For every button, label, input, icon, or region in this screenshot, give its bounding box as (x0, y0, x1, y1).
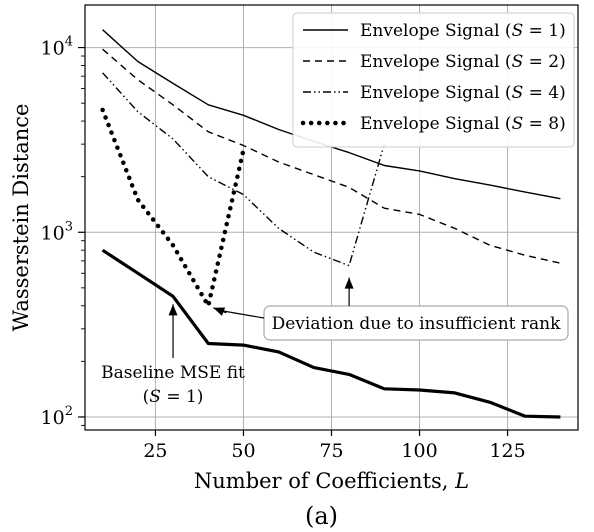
y-tick-label: 104 (41, 35, 73, 60)
y-axis-label: Wasserstein Distance (9, 104, 33, 332)
series-line-2 (102, 48, 561, 264)
legend-label-3: Envelope Signal (S = 4) (360, 83, 566, 103)
legend-label-1: Envelope Signal (S = 1) (360, 21, 566, 41)
x-tick-label: 100 (401, 440, 437, 462)
legend: Envelope Signal (S = 1) Envelope Signal (… (292, 12, 575, 148)
x-axis-label: Number of Coefficients, L (194, 469, 469, 493)
x-tick-label: 25 (143, 440, 167, 462)
annotation-deviation-text: Deviation due to insufficient rank (272, 314, 561, 334)
deviation-arrow-up-head (344, 277, 354, 289)
baseline-arrow-head (168, 304, 178, 316)
x-tick-label: 50 (231, 440, 255, 462)
series-line-3 (102, 72, 385, 267)
axis-ticks: 25 50 75 100 125 102 103 104 (41, 35, 526, 462)
legend-label-4: Envelope Signal (S = 8) (360, 114, 566, 134)
series-line-4 (100, 107, 246, 309)
y-tick-label: 103 (41, 219, 73, 244)
figure-caption: (a) (305, 502, 338, 530)
x-tick-label: 75 (319, 440, 343, 462)
legend-box (292, 12, 575, 148)
y-tick-label: 102 (41, 404, 73, 429)
baseline-label-line1: Baseline MSE fit (101, 363, 245, 383)
annotation-box (263, 305, 569, 341)
series-line-5 (101, 248, 561, 419)
x-tick-label: 125 (489, 440, 525, 462)
deviation-arrow-left-head (213, 307, 226, 316)
baseline-label-line2: (S = 1) (143, 387, 204, 407)
annotations: Deviation due to insufficient rank Basel… (101, 277, 569, 407)
legend-label-2: Envelope Signal (S = 2) (360, 52, 566, 72)
